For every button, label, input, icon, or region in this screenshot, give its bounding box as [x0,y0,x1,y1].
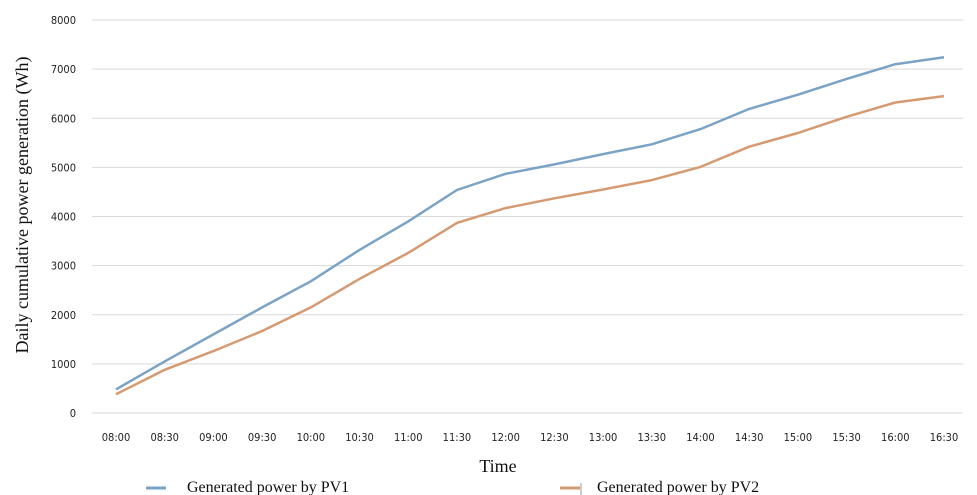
y-axis-title: Daily cumulative power generation (Wh) [12,57,33,354]
x-tick-label: 10:00 [297,431,326,444]
y-tick-label: 6000 [51,112,76,125]
y-axis-ticks: 0 1000 2000 3000 4000 5000 6000 7000 8000 [51,14,76,420]
series-line-pv2 [115,94,945,396]
x-tick-label: 15:30 [832,431,861,444]
x-tick-label: 16:30 [930,431,959,444]
x-tick-label: 14:00 [686,431,715,444]
series-line-pv1 [115,56,945,391]
y-tick-label: 3000 [51,260,76,273]
x-axis-title: Time [479,456,516,476]
legend-label-pv2: Generated power by PV2 [597,479,759,495]
x-tick-label: 15:00 [784,431,813,444]
x-tick-label: 10:30 [345,431,374,444]
x-tick-label: 13:30 [638,431,667,444]
x-tick-label: 09:30 [248,431,277,444]
legend: Generated power by PV1 Generated power b… [146,479,759,495]
y-tick-label: 8000 [51,14,76,27]
y-tick-label: 2000 [51,309,76,322]
x-axis-ticks: 08:00 08:30 09:00 09:30 10:00 10:30 11:00 11:30… [102,431,959,444]
x-tick-label: 11:30 [443,431,472,444]
x-tick-label: 08:00 [102,431,131,444]
x-tick-label: 11:00 [394,431,423,444]
y-tick-label: 7000 [51,63,76,76]
y-tick-label: 4000 [51,211,76,224]
gridlines [92,19,963,414]
x-tick-label: 16:00 [881,431,910,444]
x-tick-label: 09:00 [199,431,228,444]
x-tick-label: 14:30 [735,431,764,444]
x-tick-label: 08:30 [150,431,179,444]
series-lines [115,56,945,396]
y-tick-label: 5000 [51,161,76,174]
x-tick-label: 12:30 [540,431,569,444]
y-tick-label: 0 [70,407,76,420]
legend-label-pv1: Generated power by PV1 [187,479,349,495]
x-tick-label: 13:00 [589,431,618,444]
y-tick-label: 1000 [51,358,76,371]
x-tick-label: 12:00 [491,431,520,444]
